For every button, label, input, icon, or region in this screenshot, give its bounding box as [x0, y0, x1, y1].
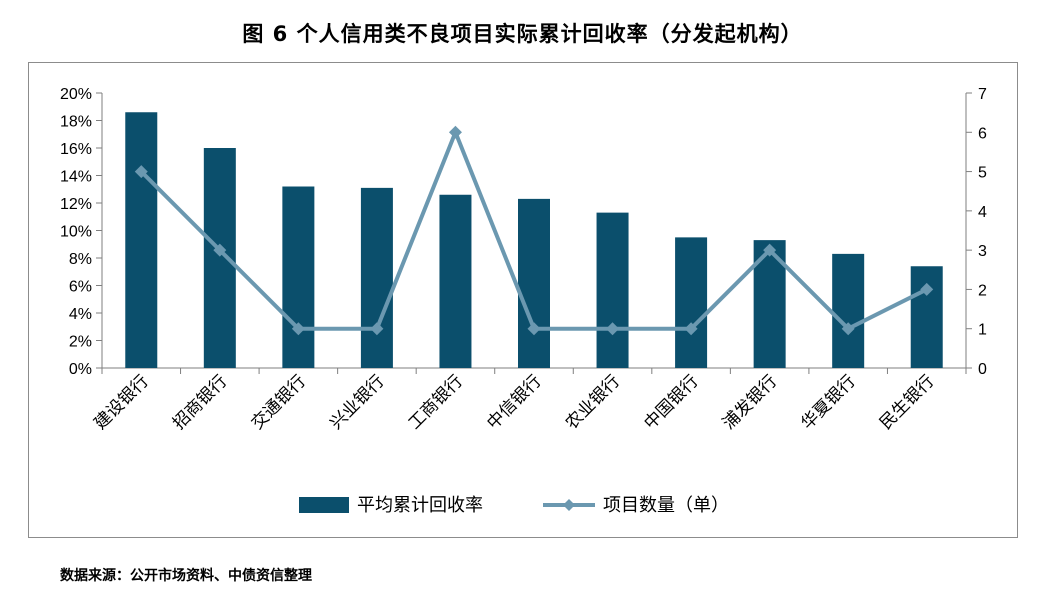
line-point	[291, 322, 305, 336]
category-label: 民生银行	[876, 371, 938, 433]
line-point	[763, 243, 777, 257]
line-point	[606, 322, 620, 336]
left-tick-label: 2%	[69, 334, 92, 351]
line-point	[527, 322, 541, 336]
bar	[675, 237, 708, 368]
chart-title: 图 6 个人信用类不良项目实际累计回收率（分发起机构）	[242, 22, 803, 46]
bar	[596, 212, 629, 368]
right-tick-label: 1	[978, 322, 987, 339]
left-tick-label: 8%	[69, 251, 92, 268]
category-label: 招商银行	[169, 371, 231, 433]
right-tick-label: 5	[978, 165, 987, 182]
left-tick-label: 14%	[60, 169, 92, 186]
left-tick-label: 4%	[69, 306, 92, 323]
bar	[282, 186, 315, 368]
bar	[125, 112, 158, 368]
left-tick-label: 0%	[69, 361, 92, 378]
category-label: 农业银行	[562, 371, 624, 433]
category-label: 建设银行	[91, 371, 153, 433]
right-tick-label: 6	[978, 125, 987, 142]
bar	[910, 266, 943, 368]
bar	[439, 194, 472, 368]
line-point	[841, 322, 855, 336]
line-point	[448, 125, 462, 139]
line-point	[134, 165, 148, 179]
line-point	[213, 243, 227, 257]
left-tick-label: 20%	[60, 86, 92, 103]
right-tick-label: 0	[978, 361, 987, 378]
legend-line-label: 项目数量（单）	[603, 495, 729, 516]
category-label: 华夏银行	[797, 371, 859, 433]
chart-area: 0% 2% 4% 6% 8% 10% 12% 14% 16% 18% 20% 0 1 2 3 4 5 6 7 建设银行…	[28, 62, 1018, 538]
line-point	[920, 282, 934, 296]
legend-bar-swatch	[299, 497, 349, 513]
left-tick-label: 6%	[69, 279, 92, 296]
data-source-note: 数据来源：公开市场资料、中债资信整理	[60, 568, 312, 584]
chart-svg: 0% 2% 4% 6% 8% 10% 12% 14% 16% 18% 20% 0 1 2 3 4 5 6 7 建设银行…	[60, 86, 987, 516]
bar	[518, 198, 550, 368]
right-tick-label: 4	[978, 204, 987, 221]
left-tick-label: 10%	[60, 224, 92, 241]
category-label: 工商银行	[405, 371, 467, 433]
category-label: 兴业银行	[326, 371, 388, 433]
left-tick-label: 12%	[60, 196, 92, 213]
right-tick-label: 7	[978, 86, 987, 103]
line-point	[370, 322, 384, 336]
bar	[832, 253, 865, 368]
bar	[203, 148, 236, 368]
legend-bar-label: 平均累计回收率	[357, 495, 483, 516]
category-label: 交通银行	[248, 371, 310, 433]
line-point	[684, 322, 698, 336]
legend-line-marker	[563, 499, 575, 511]
bar	[360, 187, 393, 368]
category-label: 中信银行	[483, 371, 545, 433]
right-tick-label: 2	[978, 282, 987, 299]
category-label: 浦发银行	[719, 371, 781, 433]
category-label: 中国银行	[640, 371, 702, 433]
right-tick-label: 3	[978, 243, 987, 260]
left-tick-label: 16%	[60, 141, 92, 158]
left-tick-label: 18%	[60, 114, 92, 131]
